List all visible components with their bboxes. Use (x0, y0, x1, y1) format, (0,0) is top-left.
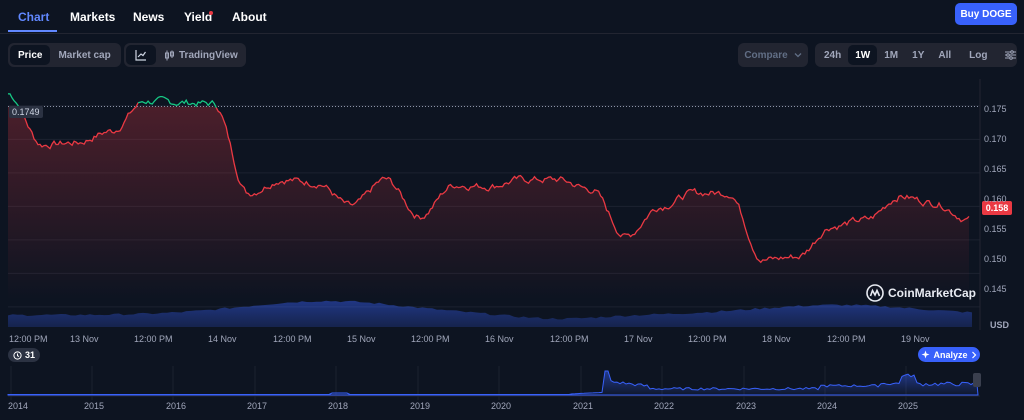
x-tick: 12:00 PM (9, 334, 48, 344)
y-tick: 0.175 (984, 104, 1007, 114)
tradingview-button[interactable]: TradingView (156, 45, 246, 65)
tab-about[interactable]: About (232, 10, 267, 24)
x-tick: 18 Nov (762, 334, 791, 344)
y-tick: 0.150 (984, 254, 1007, 264)
x-tick: 12:00 PM (134, 334, 173, 344)
navigator-year: 2015 (84, 401, 105, 411)
events-button[interactable]: 31 (8, 348, 40, 362)
range-1y[interactable]: 1Y (912, 49, 925, 61)
x-tick: 12:00 PM (827, 334, 866, 344)
candlestick-icon (165, 50, 174, 60)
navigator-year: 2022 (654, 401, 675, 411)
currency-label: USD (990, 320, 1010, 330)
sparkle-icon (921, 350, 930, 359)
tab-chart[interactable]: Chart (18, 10, 50, 24)
range-1w[interactable]: 1W (848, 45, 878, 65)
compare-label: Compare (744, 49, 788, 61)
buy-doge-button[interactable]: Buy DOGE (955, 3, 1017, 25)
range-24h[interactable]: 24h (824, 49, 842, 61)
time-range-selector: 24h 1W 1M 1Y All Log (815, 43, 1017, 67)
chevron-right-icon (971, 351, 976, 358)
watermark-text: CoinMarketCap (888, 286, 977, 300)
compare-dropdown[interactable]: Compare (738, 43, 808, 67)
navigator-year: 2014 (8, 401, 29, 411)
x-tick: 12:00 PM (273, 334, 312, 344)
price-option[interactable]: Price (10, 45, 51, 65)
current-price-badge: 0.158 (982, 201, 1012, 215)
chart-settings-button[interactable] (998, 45, 1023, 65)
navigator-year: 2020 (491, 401, 512, 411)
x-tick: 12:00 PM (688, 334, 727, 344)
chart-type-toggle: TradingView (124, 43, 246, 67)
price-line-up (7, 93, 217, 112)
price-area-fill (8, 106, 969, 300)
navigator-year: 2023 (736, 401, 757, 411)
tab-markets[interactable]: Markets (70, 10, 116, 24)
y-tick: 0.155 (984, 224, 1007, 234)
navigator-year: 2019 (410, 401, 431, 411)
navigator-area (7, 370, 979, 396)
x-tick: 19 Nov (901, 334, 930, 344)
tab-news[interactable]: News (133, 10, 165, 24)
navigator-year: 2024 (817, 401, 838, 411)
yield-notification-dot (209, 11, 213, 15)
y-tick: 0.165 (984, 164, 1007, 174)
volume-area (8, 300, 972, 327)
x-tick: 17 Nov (624, 334, 653, 344)
start-price-label: 0.1749 (9, 106, 43, 118)
events-count: 31 (24, 350, 35, 360)
x-tick: 14 Nov (208, 334, 237, 344)
x-tick: 12:00 PM (411, 334, 450, 344)
analyze-button[interactable]: Analyze (918, 347, 980, 362)
range-1m[interactable]: 1M (884, 49, 899, 61)
tab-yield[interactable]: Yield (184, 10, 213, 24)
navigator-year: 2021 (573, 401, 594, 411)
navigator-year: 2025 (898, 401, 919, 411)
tradingview-label: TradingView (179, 49, 238, 61)
log-scale-toggle[interactable]: Log (969, 49, 988, 61)
top-navigation: Chart Markets News Yield About Buy DOGE (0, 0, 1024, 34)
coinmarketcap-logo-icon (866, 284, 884, 302)
navigator-year: 2018 (328, 401, 349, 411)
range-all[interactable]: All (938, 49, 952, 61)
active-tab-underline (8, 30, 57, 32)
y-tick: 0.160 (984, 194, 1007, 204)
sliders-icon (1005, 50, 1017, 60)
x-tick: 12:00 PM (550, 334, 589, 344)
analyze-label: Analyze (933, 349, 968, 360)
price-marketcap-toggle: Price Market cap (8, 43, 121, 67)
price-line-down (19, 102, 970, 264)
navigator-year: 2016 (166, 401, 187, 411)
market-cap-option[interactable]: Market cap (58, 49, 111, 61)
y-tick: 0.170 (984, 134, 1007, 144)
y-tick: 0.145 (984, 284, 1007, 294)
navigator-handle[interactable] (973, 373, 981, 387)
coinmarketcap-watermark: CoinMarketCap (866, 284, 976, 302)
x-tick: 15 Nov (347, 334, 376, 344)
x-tick: 16 Nov (485, 334, 514, 344)
line-chart-button[interactable] (126, 45, 156, 65)
chevron-down-icon (794, 53, 802, 58)
history-clock-icon (13, 350, 22, 360)
line-chart-icon (135, 50, 146, 61)
navigator-year: 2017 (247, 401, 268, 411)
x-tick: 13 Nov (70, 334, 99, 344)
